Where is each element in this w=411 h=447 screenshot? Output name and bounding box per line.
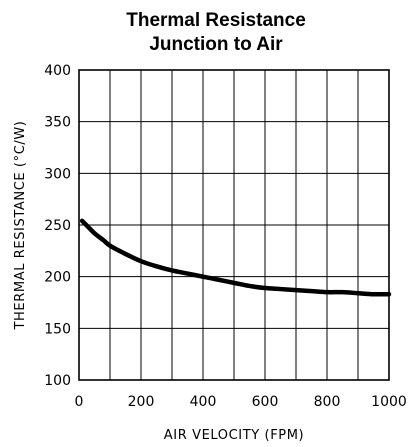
x-tick-label: 0 (75, 394, 84, 410)
x-tick-label: 1000 (371, 394, 407, 410)
y-tick-label: 250 (44, 218, 71, 234)
x-tick-label: 600 (252, 394, 279, 410)
series-line (79, 218, 392, 297)
y-tick-label: 400 (44, 63, 71, 79)
chart-title-line1: Thermal Resistance (126, 10, 306, 31)
y-axis-label: THERMAL RESISTANCE (°C/W) (13, 121, 28, 331)
x-tick-label: 200 (128, 394, 155, 410)
y-tick-label: 100 (44, 373, 71, 389)
x-tick-labels: 0 200 400 600 800 1000 (75, 394, 407, 410)
chart-title-line2: Junction to Air (149, 34, 283, 55)
y-tick-label: 150 (44, 321, 71, 337)
x-tick-label: 800 (314, 394, 341, 410)
y-tick-label: 200 (44, 270, 71, 286)
plot-frame (78, 69, 390, 381)
x-axis-label: AIR VELOCITY (FPM) (164, 428, 304, 443)
x-tick-label: 400 (190, 394, 217, 410)
gridlines (78, 69, 390, 381)
y-tick-label: 350 (44, 115, 71, 131)
y-tick-label: 300 (44, 166, 71, 182)
y-tick-labels: 100 150 200 250 300 350 400 (44, 63, 71, 389)
curve-layer (79, 218, 392, 297)
